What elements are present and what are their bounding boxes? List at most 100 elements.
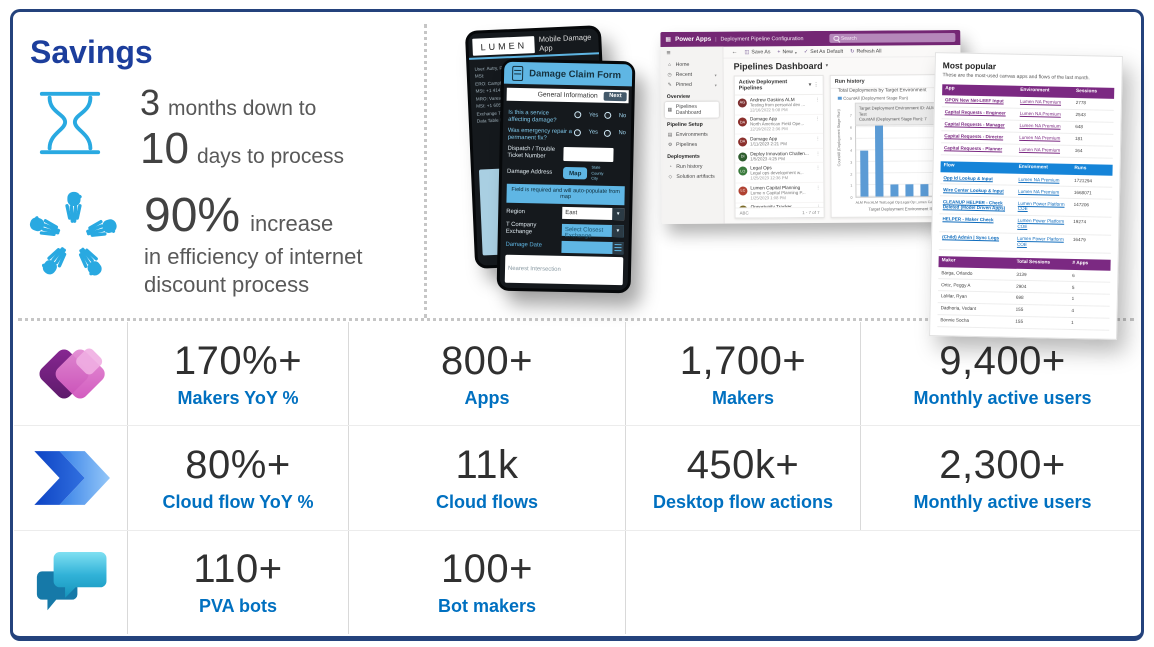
chevron-down-icon[interactable]: ▾ [808,81,812,89]
pipeline-list-item[interactable]: DA Damage App North American Field Ope... 1… [734,114,824,135]
sidebar-item-home[interactable]: ⌂ Home [665,60,719,70]
sidebar-item-solution-artifacts[interactable]: ◇ Solution artifacts [665,172,719,182]
stat-pva-bots: 110+ PVA bots [127,530,348,634]
table-cell-middle[interactable]: Lumen Power Platform COE [1016,236,1064,248]
stat-row-power-automate: 80%+ Cloud flow YoY % 11k Cloud flows 450k+ D… [14,425,1140,530]
table-cell-name[interactable]: Capital Requests - Planner [943,145,1003,152]
sidebar-item-label: Pinned [675,81,692,88]
ellipsis-icon[interactable]: ⋮ [815,116,820,122]
table-cell-name[interactable]: GPON New Net-LEEF Input [944,97,1004,104]
radio-no[interactable] [603,129,612,137]
radio-no[interactable] [604,111,612,119]
toolbar-new-button[interactable]: + New ▾ [777,49,796,55]
table-cell-name[interactable]: Capital Requests - Director [944,133,1004,140]
save-icon: ◫ [744,49,750,56]
waffle-icon[interactable]: ▦ [665,36,672,44]
ellipsis-icon[interactable]: ⋮ [815,96,820,102]
sidebar-item-environments[interactable]: ▤ Environments [665,130,719,140]
ticket-number-input[interactable] [563,147,614,163]
search-input[interactable]: Search [829,32,956,43]
toolbar-set-as-default-button[interactable]: ✓ Set As Default [804,49,843,55]
sidebar-item-pinned[interactable]: ✎ Pinned ▾ [665,80,719,90]
power-apps-icon [39,348,105,399]
table-cell-name: Bonnie Socha [940,317,970,324]
table-cell-value: 6 [1072,272,1075,278]
menu-icon[interactable]: ≡ [666,49,671,58]
radio-yes[interactable] [573,128,582,137]
back-icon[interactable]: ← [731,49,738,56]
table-cell-middle[interactable]: Lumen NA Premium [1018,147,1061,154]
toolbar-button-label: Refresh All [856,48,882,55]
region-select[interactable]: East ▾ [562,207,625,221]
table-cell-middle[interactable]: Lumen Power Platform COE [1017,200,1065,212]
ellipsis-icon[interactable]: ⋮ [813,81,819,88]
toolbar-refresh-all-button[interactable]: ↻ Refresh All [850,49,881,55]
pipeline-list-item[interactable]: DA Damage App 1/11/2023 2:21 PM ⋮ [735,134,824,150]
table-cell-middle[interactable]: Lumen NA Premium [1019,135,1061,142]
radio-yes[interactable] [574,111,582,119]
sidebar-item-recent[interactable]: ◷ Recent ▾ [665,70,719,80]
pipeline-item-line: 1/11/2023 2:21 PM [750,141,787,147]
toolbar-save-as-button[interactable]: ◫ Save As [744,49,770,55]
chevron-down-icon[interactable]: ▾ [825,62,829,69]
form-section-bar: General Information Next [506,87,629,104]
table-cell-middle[interactable]: Lumen NA Premium [1018,176,1060,183]
map-button[interactable]: Map [562,167,588,180]
table-cell-name[interactable]: (Child) Admin | Sync Logs [942,234,1000,241]
sidebar-item-pipelines-dashboard[interactable]: ▦ Pipelines Dashboard [664,101,719,119]
sidebar-item-run-history[interactable]: ◔ Run history [665,162,719,172]
table-cell-name[interactable]: Wire Center Lookup & Input [943,186,1004,194]
table-cell-middle[interactable]: Lumen NA Premium [1019,111,1061,118]
table-cell-value: 1721294 [1074,177,1093,183]
pipeline-list-item[interactable]: LC Lumen Capital Planning Lume n Capital P… [735,182,824,204]
table-header-cell: Flow [943,163,955,169]
stat-cloud-flows: 11k Cloud flows [348,426,625,530]
chart-y-tick: 2 [850,172,853,177]
pipeline-list-item[interactable]: LO Legal Ops Legal ops development w... 1/2… [735,163,824,184]
table-cell-middle[interactable]: Lumen Power Platform COE [1017,218,1065,230]
table-cell-name[interactable]: Capital Requests - Manager [944,121,1005,128]
question-row: Was emergency repair a permanent fix? Ye… [507,127,626,142]
table-cell-middle[interactable]: Lumen NA Premium [1019,99,1062,106]
pagination: ABC 1 - 7 of 7 [735,206,824,218]
sidebar-item-label: Pipelines Dashboard [675,103,702,116]
nearest-intersection-input[interactable]: Nearest Intersection [504,255,624,286]
ellipsis-icon[interactable]: ⋮ [815,184,821,190]
stat-row-power-apps: 170%+ Makers YoY % 800+ Apps 1,700+ Makers 9,4… [14,322,1140,426]
table-cell-middle[interactable]: Lumen NA Premium [1018,188,1060,195]
claim-form-title: Damage Claim Form [529,67,622,81]
table-cell-name[interactable]: HELPER - Maker Check [942,216,994,223]
table-cell-name[interactable]: CLEANUP HELPER - Check Deleted (Model Dr… [942,198,1006,212]
check-icon: ✓ [803,49,809,56]
pipeline-item-text: Andrew Gaskins ALM Testing from personal … [750,97,813,112]
sidebar-item-label: Recent [675,71,693,78]
table-cell-name[interactable]: Opp Id Lookup & Input [943,174,993,181]
next-button[interactable]: Next [604,91,627,101]
ellipsis-icon[interactable]: ⋮ [815,165,821,171]
table-cell-middle[interactable]: Lumen NA Premium [1019,123,1061,130]
table-cell-value: 147206 [1073,201,1090,207]
sidebar-section-pipeline-setup: Pipeline Setup [666,121,703,129]
mobile-app-title: Mobile Damage App [538,32,592,53]
date-input[interactable] [561,240,624,255]
sidebar-item-label: Solution artifacts [676,173,715,180]
chart-y-tick: 5 [850,137,853,142]
sidebar-item-pipelines[interactable]: ⚙ Pipelines [665,140,719,150]
exchange-select[interactable]: Select Closest Exchange ▾ [561,223,624,239]
damage-date-row: Damage Date [505,240,624,255]
table-cell-name[interactable]: Capital Requests - Engineer [944,109,1006,117]
question-row: Is this a service affecting damage? Yes … [508,109,627,125]
chart-legend: CountAll (Deployment Stage Run) [837,95,908,101]
table-cell-value: 164 [1074,148,1083,154]
toolbar-button-label: Save As [751,49,771,56]
stat-text: increase [250,211,334,236]
table-cell-value: 1 [1071,296,1075,302]
pipeline-item-text: Damage App 1/11/2023 2:21 PM [750,136,813,146]
most-popular-flows-table: Flow Environment Runs Opp Id Lookup & Input… [938,161,1113,254]
ellipsis-icon[interactable]: ⋮ [815,150,821,156]
pipeline-list-item[interactable]: AG Andrew Gaskins ALM Testing from persona… [734,94,823,116]
pipeline-list-item[interactable]: DI Deploy Innovation Challen... 1/5/2023 4… [735,148,824,164]
stat-label: Monthly active users [913,387,1092,408]
sidebar-section-deployments: Deployments [667,153,700,161]
ellipsis-icon[interactable]: ⋮ [815,135,821,141]
